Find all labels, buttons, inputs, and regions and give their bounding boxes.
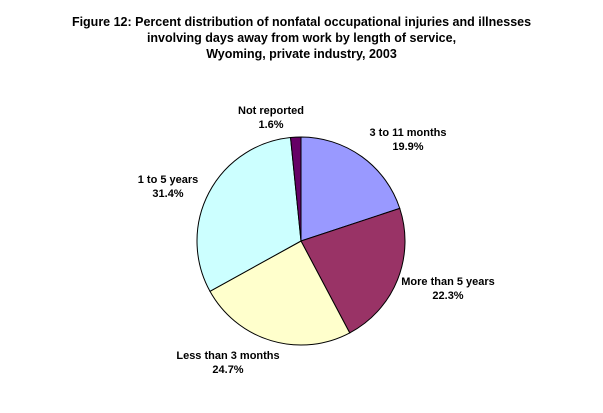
chart-title-line-1: Figure 12: Percent distribution of nonfa… <box>71 15 532 29</box>
chart-title-line-3: Wyoming, private industry, 2003 <box>206 47 397 61</box>
chart-title: Figure 12: Percent distribution of nonfa… <box>0 14 603 62</box>
slice-label-1-to-5-years: 1 to 5 years 31.4% <box>138 173 199 201</box>
pie-slice-3-to-11-months <box>300 136 401 242</box>
pie-slice-not-reported <box>290 136 302 242</box>
slice-label-text: Less than 3 months <box>176 350 280 362</box>
slice-label-more-than-5-years: More than 5 years 22.3% <box>401 275 495 303</box>
slice-label-3-to-11-months: 3 to 11 months 19.9% <box>369 126 446 154</box>
chart-title-line-2: involving days away from work by length … <box>146 31 457 45</box>
slice-label-text: Not reported <box>238 105 304 117</box>
pie-slice-1-to-5-years <box>196 136 302 292</box>
slice-label-text: 1 to 5 years <box>137 174 199 186</box>
slice-label-text: More than 5 years <box>401 276 495 288</box>
pie-slice-less-than-3-months <box>209 240 351 346</box>
pie-slice-more-than-5-years <box>300 207 406 334</box>
slice-value-text: 31.4% <box>152 188 184 200</box>
slice-label-text: 3 to 11 months <box>369 127 447 139</box>
slice-value-text: 24.7% <box>212 364 244 376</box>
slice-value-text: 19.9% <box>392 141 424 153</box>
slice-value-text: 22.3% <box>432 290 464 302</box>
slice-label-not-reported: Not reported 1.6% <box>238 104 304 132</box>
slice-value-text: 1.6% <box>258 119 284 131</box>
slice-label-less-than-3-months: Less than 3 months 24.7% <box>176 349 279 377</box>
